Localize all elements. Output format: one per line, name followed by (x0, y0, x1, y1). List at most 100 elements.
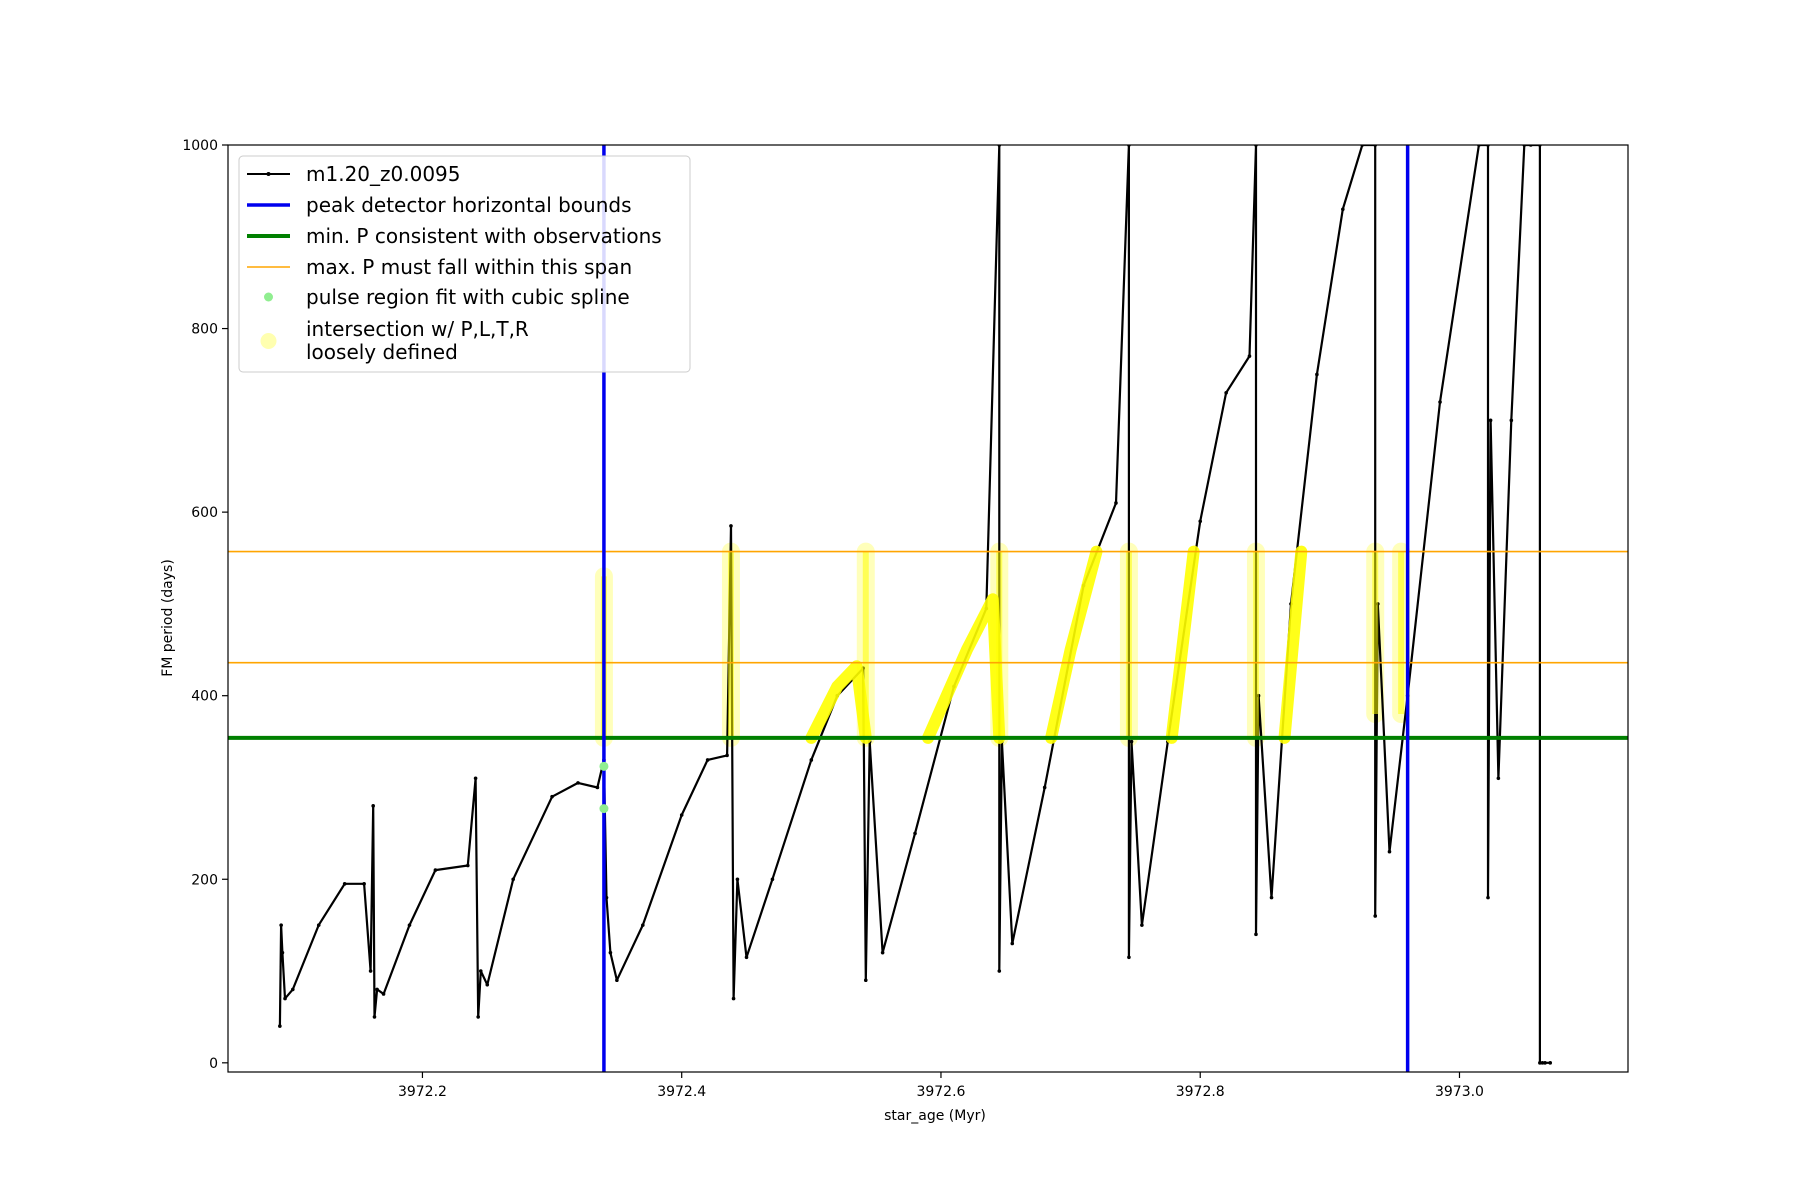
x-tick-label: 3973.0 (1435, 1084, 1484, 1100)
series-point (1486, 895, 1490, 900)
series-point (1247, 354, 1252, 358)
intersection-arc (922, 593, 1006, 744)
spline-point (599, 804, 609, 814)
series-point (1341, 207, 1345, 212)
y-tick-label: 800 (191, 322, 218, 338)
series-point (372, 1015, 377, 1019)
legend-handle-intersect (260, 333, 277, 349)
series-point (595, 785, 600, 790)
plot-area (228, 145, 1628, 1072)
series-point (362, 882, 366, 886)
series-point (809, 758, 814, 762)
legend-handle-spline (264, 292, 273, 302)
x-tick-label: 3972.4 (657, 1084, 706, 1100)
x-tick-label: 3972.2 (398, 1084, 447, 1100)
series-point (375, 987, 379, 992)
series-point (511, 877, 515, 882)
y-tick-label: 600 (191, 505, 218, 521)
series-point (280, 950, 285, 955)
legend-label: max. P must fall within this span (306, 255, 632, 279)
series-point (279, 923, 283, 927)
series-point (291, 987, 295, 992)
series-point (679, 813, 684, 817)
series-point (1129, 739, 1134, 744)
series-point (1540, 1061, 1545, 1065)
intersection-arc (805, 660, 872, 744)
legend-label: min. P consistent with observations (306, 224, 662, 248)
series-point (1198, 519, 1203, 524)
series-point (863, 978, 868, 983)
legend-label: peak detector horizontal bounds (306, 193, 632, 217)
y-tick-label: 200 (191, 872, 218, 888)
series-point (1254, 932, 1258, 937)
series-point (725, 753, 729, 758)
y-tick-label: 0 (209, 1056, 218, 1072)
series-point (278, 1024, 282, 1028)
series-point (466, 863, 470, 868)
legend-label-line2: loosely defined (306, 340, 458, 364)
series-point (744, 955, 749, 960)
series-point (1269, 895, 1274, 900)
series-point (407, 923, 412, 927)
series-point (1548, 1061, 1553, 1065)
series-point (433, 868, 438, 872)
series-point (729, 524, 733, 528)
series-point (576, 781, 580, 785)
series-point (1387, 849, 1392, 854)
legend-label: pulse region fit with cubic spline (306, 285, 630, 309)
series-point (473, 776, 478, 781)
series-point (1042, 785, 1047, 790)
series-point (476, 1015, 480, 1019)
series-point (316, 923, 321, 927)
series-point (1438, 400, 1442, 404)
legend-box (238, 155, 691, 373)
series-point (641, 923, 645, 927)
series-point (1509, 418, 1514, 423)
series-point (731, 996, 736, 1001)
series-point (371, 804, 375, 808)
series-point (283, 996, 287, 1001)
axes: 3972.2 3972.4 3972.6 3972.8 3973.0 0 200 400 600… (182, 138, 1629, 1100)
series-point (478, 969, 483, 973)
series-point (1543, 1061, 1547, 1065)
series-point (735, 877, 740, 882)
series-point (705, 758, 710, 762)
intersection-arc (1165, 545, 1200, 744)
series-point (550, 794, 554, 799)
intersection-arc (1045, 545, 1103, 744)
series-point (1496, 776, 1501, 781)
series-point (1140, 923, 1144, 927)
series-line (278, 145, 1551, 1064)
legend-label: intersection w/ P,L,T,R (306, 317, 529, 341)
spline-point (599, 761, 609, 771)
x-axis-label: star_age (Myr) (884, 1108, 986, 1124)
series-point (770, 877, 775, 882)
series-point (615, 978, 619, 983)
x-tick-label: 3972.8 (1176, 1084, 1225, 1100)
series-point (880, 950, 885, 955)
y-tick-label: 1000 (182, 138, 218, 154)
series-point (1114, 501, 1118, 505)
series-point (1010, 941, 1015, 946)
series-point (381, 992, 386, 996)
series-point (368, 969, 373, 973)
series-point (1538, 1061, 1542, 1065)
axes-frame (227, 144, 1629, 1073)
x-tick-label: 3972.6 (916, 1084, 965, 1100)
plot-clipped (228, 145, 1628, 1072)
y-tick-label: 400 (191, 689, 218, 705)
series-point (485, 983, 490, 987)
series-point (1488, 418, 1493, 423)
y-axis-label: FM period (days) (160, 559, 176, 677)
series-point (913, 831, 917, 836)
intersection-arc (1278, 545, 1308, 744)
series-point (997, 969, 1002, 973)
series-point (1224, 391, 1228, 395)
legend-label: m1.20_z0.0095 (306, 162, 461, 186)
series-point (1315, 372, 1319, 377)
series-point (1127, 955, 1131, 960)
series-point (1373, 914, 1378, 918)
